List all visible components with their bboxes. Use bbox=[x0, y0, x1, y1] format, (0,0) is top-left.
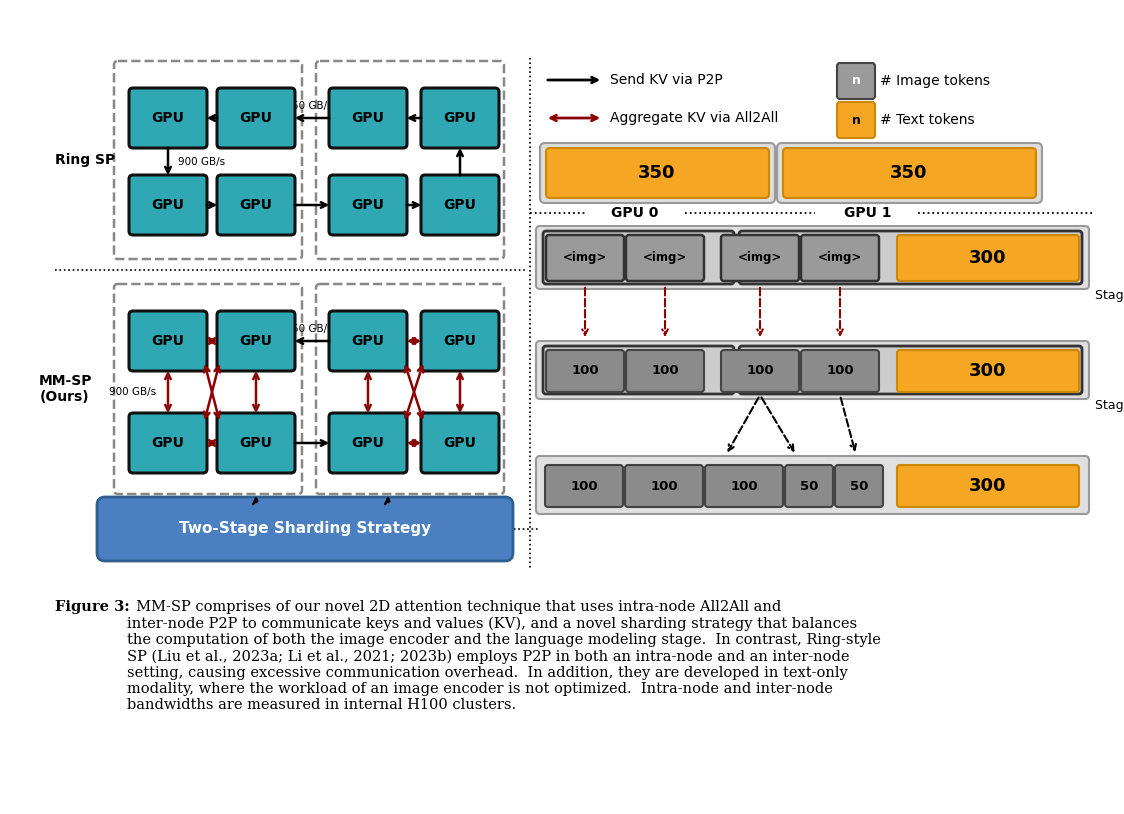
Text: GPU: GPU bbox=[152, 111, 184, 125]
FancyBboxPatch shape bbox=[422, 175, 499, 235]
FancyBboxPatch shape bbox=[897, 465, 1079, 507]
Text: 900 GB/s: 900 GB/s bbox=[178, 156, 225, 167]
FancyBboxPatch shape bbox=[546, 148, 769, 198]
Text: 50: 50 bbox=[850, 479, 868, 492]
FancyBboxPatch shape bbox=[546, 350, 624, 392]
FancyBboxPatch shape bbox=[705, 465, 783, 507]
FancyBboxPatch shape bbox=[422, 311, 499, 371]
Text: GPU: GPU bbox=[152, 436, 184, 450]
Text: Stage 1: Shard by # images: Stage 1: Shard by # images bbox=[1095, 288, 1124, 301]
FancyBboxPatch shape bbox=[129, 413, 207, 473]
FancyBboxPatch shape bbox=[217, 311, 294, 371]
Text: GPU: GPU bbox=[352, 198, 384, 212]
Text: 350: 350 bbox=[638, 164, 676, 182]
Text: 50 GB/s: 50 GB/s bbox=[292, 101, 333, 111]
Text: GPU 1: GPU 1 bbox=[844, 206, 891, 220]
FancyBboxPatch shape bbox=[329, 311, 407, 371]
Text: MM-SP comprises of our novel 2D attention technique that uses intra-node All2All: MM-SP comprises of our novel 2D attentio… bbox=[127, 600, 881, 712]
FancyBboxPatch shape bbox=[546, 235, 624, 281]
Text: GPU 0: GPU 0 bbox=[611, 206, 659, 220]
Text: # Text tokens: # Text tokens bbox=[880, 113, 975, 127]
Text: Ring SP: Ring SP bbox=[55, 153, 115, 167]
FancyBboxPatch shape bbox=[97, 497, 513, 561]
Text: Aggregate KV via All2All: Aggregate KV via All2All bbox=[610, 111, 779, 125]
FancyBboxPatch shape bbox=[422, 413, 499, 473]
FancyBboxPatch shape bbox=[129, 88, 207, 148]
Text: 300: 300 bbox=[969, 477, 1007, 495]
Text: GPU: GPU bbox=[352, 436, 384, 450]
FancyBboxPatch shape bbox=[777, 143, 1042, 203]
Text: Send KV via P2P: Send KV via P2P bbox=[610, 73, 723, 87]
FancyBboxPatch shape bbox=[422, 88, 499, 148]
Text: n: n bbox=[852, 113, 861, 126]
FancyBboxPatch shape bbox=[329, 175, 407, 235]
FancyBboxPatch shape bbox=[738, 346, 1082, 394]
FancyBboxPatch shape bbox=[129, 311, 207, 371]
Text: 100: 100 bbox=[570, 479, 598, 492]
FancyBboxPatch shape bbox=[329, 413, 407, 473]
Text: Two-Stage Sharding Strategy: Two-Stage Sharding Strategy bbox=[179, 522, 432, 536]
Text: Figure 3:: Figure 3: bbox=[55, 600, 129, 614]
Text: GPU: GPU bbox=[352, 111, 384, 125]
FancyBboxPatch shape bbox=[540, 143, 776, 203]
Text: GPU: GPU bbox=[444, 436, 477, 450]
FancyBboxPatch shape bbox=[543, 346, 734, 394]
Text: 100: 100 bbox=[731, 479, 758, 492]
FancyBboxPatch shape bbox=[545, 465, 623, 507]
FancyBboxPatch shape bbox=[897, 235, 1079, 281]
FancyBboxPatch shape bbox=[835, 465, 883, 507]
FancyBboxPatch shape bbox=[536, 456, 1089, 514]
Text: 100: 100 bbox=[826, 365, 854, 378]
Text: 50 GB/s: 50 GB/s bbox=[292, 324, 333, 334]
FancyBboxPatch shape bbox=[626, 235, 704, 281]
Text: <img>: <img> bbox=[818, 252, 862, 265]
FancyBboxPatch shape bbox=[625, 465, 702, 507]
Text: <img>: <img> bbox=[643, 252, 687, 265]
Text: 100: 100 bbox=[650, 479, 678, 492]
FancyBboxPatch shape bbox=[217, 88, 294, 148]
Text: Stage 2: Shard by # tokens: Stage 2: Shard by # tokens bbox=[1095, 399, 1124, 412]
FancyBboxPatch shape bbox=[837, 102, 874, 138]
Text: GPU: GPU bbox=[352, 334, 384, 348]
FancyBboxPatch shape bbox=[738, 231, 1082, 284]
FancyBboxPatch shape bbox=[217, 413, 294, 473]
Text: 50: 50 bbox=[800, 479, 818, 492]
Text: <img>: <img> bbox=[737, 252, 782, 265]
FancyBboxPatch shape bbox=[720, 350, 799, 392]
FancyBboxPatch shape bbox=[536, 226, 1089, 289]
Text: MM-SP
(Ours): MM-SP (Ours) bbox=[38, 374, 92, 404]
FancyBboxPatch shape bbox=[801, 350, 879, 392]
Text: GPU: GPU bbox=[444, 334, 477, 348]
FancyBboxPatch shape bbox=[129, 175, 207, 235]
FancyBboxPatch shape bbox=[897, 350, 1079, 392]
Text: 900 GB/s: 900 GB/s bbox=[109, 387, 156, 397]
Text: n: n bbox=[852, 75, 861, 87]
Text: GPU: GPU bbox=[239, 334, 272, 348]
Text: GPU: GPU bbox=[444, 198, 477, 212]
FancyBboxPatch shape bbox=[785, 465, 833, 507]
FancyBboxPatch shape bbox=[720, 235, 799, 281]
FancyBboxPatch shape bbox=[801, 235, 879, 281]
FancyBboxPatch shape bbox=[217, 175, 294, 235]
Text: 100: 100 bbox=[746, 365, 773, 378]
Text: GPU: GPU bbox=[152, 334, 184, 348]
Text: 300: 300 bbox=[969, 362, 1007, 380]
Text: # Image tokens: # Image tokens bbox=[880, 74, 990, 88]
Text: 350: 350 bbox=[890, 164, 927, 182]
Text: <img>: <img> bbox=[563, 252, 607, 265]
FancyBboxPatch shape bbox=[626, 350, 704, 392]
Text: GPU: GPU bbox=[239, 198, 272, 212]
FancyBboxPatch shape bbox=[783, 148, 1036, 198]
Text: 300: 300 bbox=[969, 249, 1007, 267]
Text: 100: 100 bbox=[571, 365, 599, 378]
Text: GPU: GPU bbox=[239, 436, 272, 450]
FancyBboxPatch shape bbox=[837, 63, 874, 99]
Text: GPU: GPU bbox=[444, 111, 477, 125]
FancyBboxPatch shape bbox=[543, 231, 734, 284]
Text: GPU: GPU bbox=[239, 111, 272, 125]
Text: GPU: GPU bbox=[152, 198, 184, 212]
FancyBboxPatch shape bbox=[329, 88, 407, 148]
FancyBboxPatch shape bbox=[536, 341, 1089, 399]
Text: 100: 100 bbox=[651, 365, 679, 378]
